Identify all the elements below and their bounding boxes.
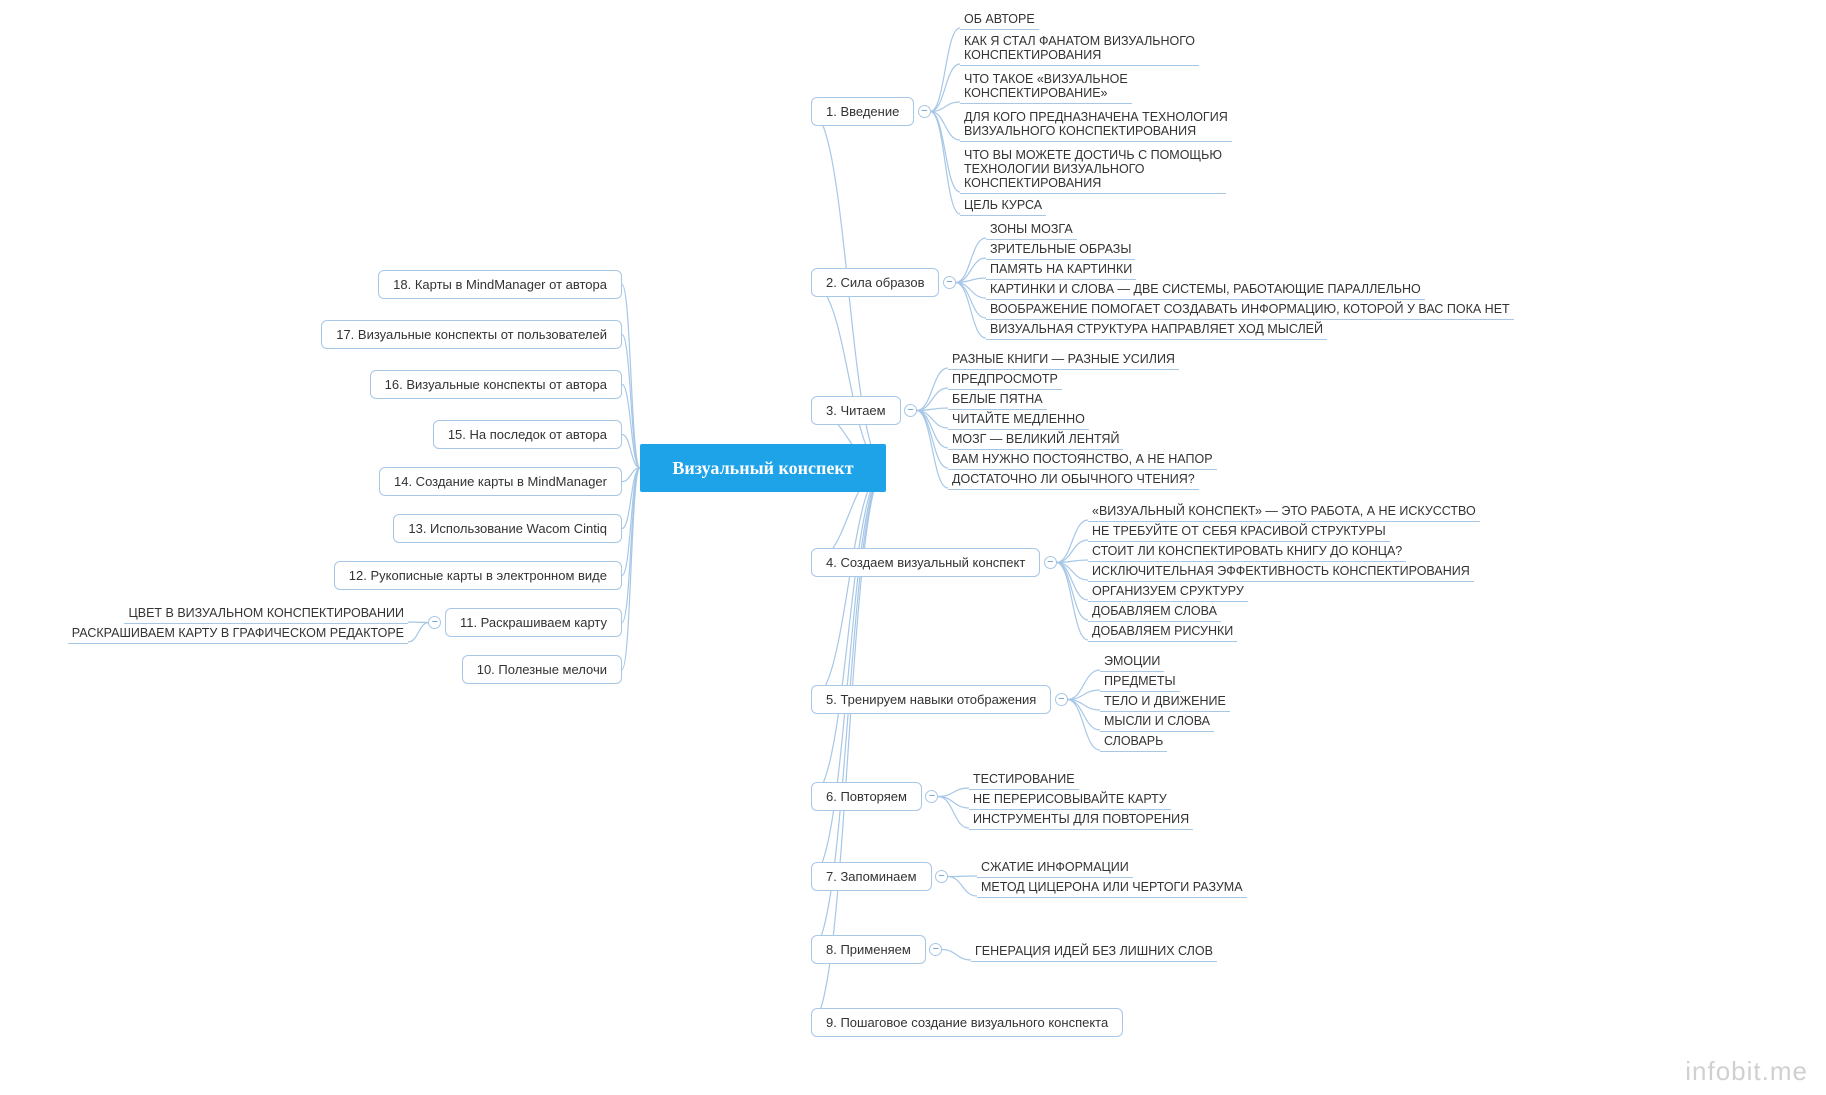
leaf-node: РАЗНЫЕ КНИГИ — РАЗНЫЕ УСИЛИЯ — [948, 350, 1179, 370]
watermark: infobit.me — [1685, 1056, 1808, 1087]
leaf-node: ПАМЯТЬ НА КАРТИНКИ — [986, 260, 1136, 280]
leaf-node: ЗОНЫ МОЗГА — [986, 220, 1077, 240]
leaf-node: МЕТОД ЦИЦЕРОНА ИЛИ ЧЕРТОГИ РАЗУМА — [977, 878, 1247, 898]
leaf-node: КАК Я СТАЛ ФАНАТОМ ВИЗУАЛЬНОГОКОНСПЕКТИР… — [960, 32, 1199, 66]
leaf-node: МЫСЛИ И СЛОВА — [1100, 712, 1214, 732]
collapse-toggle[interactable]: − — [918, 105, 931, 118]
leaf-node: НЕ ТРЕБУЙТЕ ОТ СЕБЯ КРАСИВОЙ СТРУКТУРЫ — [1088, 522, 1390, 542]
leaf-node: ВООБРАЖЕНИЕ ПОМОГАЕТ СОЗДАВАТЬ ИНФОРМАЦИ… — [986, 300, 1514, 320]
leaf-node: ПРЕДМЕТЫ — [1100, 672, 1180, 692]
collapse-toggle[interactable]: − — [929, 943, 942, 956]
leaf-node: ВАМ НУЖНО ПОСТОЯНСТВО, А НЕ НАПОР — [948, 450, 1217, 470]
leaf-node: ЭМОЦИИ — [1100, 652, 1164, 672]
leaf-node: ДЛЯ КОГО ПРЕДНАЗНАЧЕНА ТЕХНОЛОГИЯВИЗУАЛЬ… — [960, 108, 1232, 142]
leaf-node: КАРТИНКИ И СЛОВА — ДВЕ СИСТЕМЫ, РАБОТАЮЩ… — [986, 280, 1425, 300]
leaf-node: ТЕСТИРОВАНИЕ — [969, 770, 1079, 790]
leaf-node: ВИЗУАЛЬНАЯ СТРУКТУРА НАПРАВЛЯЕТ ХОД МЫСЛ… — [986, 320, 1327, 340]
leaf-node: СТОИТ ЛИ КОНСПЕКТИРОВАТЬ КНИГУ ДО КОНЦА? — [1088, 542, 1406, 562]
branch-node: 18. Карты в MindManager от автора — [378, 270, 622, 299]
leaf-node: ИСКЛЮЧИТЕЛЬНАЯ ЭФФЕКТИВНОСТЬ КОНСПЕКТИРО… — [1088, 562, 1474, 582]
leaf-node: ЧТО ВЫ МОЖЕТЕ ДОСТИЧЬ С ПОМОЩЬЮТЕХНОЛОГИ… — [960, 146, 1226, 194]
leaf-node: ДОБАВЛЯЕМ СЛОВА — [1088, 602, 1221, 622]
branch-node: 17. Визуальные конспекты от пользователе… — [321, 320, 622, 349]
leaf-node: ЗРИТЕЛЬНЫЕ ОБРАЗЫ — [986, 240, 1135, 260]
leaf-node: ЦЕЛЬ КУРСА — [960, 196, 1046, 216]
leaf-node: ТЕЛО И ДВИЖЕНИЕ — [1100, 692, 1230, 712]
leaf-node: НЕ ПЕРЕРИСОВЫВАЙТЕ КАРТУ — [969, 790, 1171, 810]
collapse-toggle[interactable]: − — [1044, 556, 1057, 569]
leaf-node: ЧИТАЙТЕ МЕДЛЕННО — [948, 410, 1089, 430]
branch-node: 5. Тренируем навыки отображения — [811, 685, 1051, 714]
leaf-node: ОРГАНИЗУЕМ СРУКТУРУ — [1088, 582, 1248, 602]
collapse-toggle[interactable]: − — [943, 276, 956, 289]
branch-node: 6. Повторяем — [811, 782, 922, 811]
leaf-node: ДОБАВЛЯЕМ РИСУНКИ — [1088, 622, 1237, 642]
branch-node: 10. Полезные мелочи — [462, 655, 622, 684]
branch-node: 13. Использование Wacom Cintiq — [393, 514, 622, 543]
collapse-toggle[interactable]: − — [935, 870, 948, 883]
root-node: Визуальный конспект — [640, 444, 886, 492]
leaf-node: СЖАТИЕ ИНФОРМАЦИИ — [977, 858, 1133, 878]
leaf-node: ИНСТРУМЕНТЫ ДЛЯ ПОВТОРЕНИЯ — [969, 810, 1193, 830]
branch-node: 3. Читаем — [811, 396, 901, 425]
branch-node: 12. Рукописные карты в электронном виде — [334, 561, 622, 590]
leaf-node: ГЕНЕРАЦИЯ ИДЕЙ БЕЗ ЛИШНИХ СЛОВ — [971, 942, 1217, 962]
leaf-node: РАСКРАШИВАЕМ КАРТУ В ГРАФИЧЕСКОМ РЕДАКТО… — [68, 624, 408, 644]
branch-node: 16. Визуальные конспекты от автора — [370, 370, 622, 399]
leaf-node: БЕЛЫЕ ПЯТНА — [948, 390, 1047, 410]
leaf-node: СЛОВАРЬ — [1100, 732, 1167, 752]
leaf-node: «ВИЗУАЛЬНЫЙ КОНСПЕКТ» — ЭТО РАБОТА, А НЕ… — [1088, 502, 1480, 522]
branch-node: 1. Введение — [811, 97, 914, 126]
branch-node: 14. Создание карты в MindManager — [379, 467, 622, 496]
branch-node: 9. Пошаговое создание визуального конспе… — [811, 1008, 1123, 1037]
leaf-node: ЦВЕТ В ВИЗУАЛЬНОМ КОНСПЕКТИРОВАНИИ — [124, 604, 408, 624]
branch-node: 7. Запоминаем — [811, 862, 932, 891]
collapse-toggle[interactable]: − — [904, 404, 917, 417]
leaf-node: ОБ АВТОРЕ — [960, 10, 1039, 30]
collapse-toggle[interactable]: − — [1055, 693, 1068, 706]
branch-node: 8. Применяем — [811, 935, 926, 964]
branch-node: 15. На последок от автора — [433, 420, 622, 449]
leaf-node: МОЗГ — ВЕЛИКИЙ ЛЕНТЯЙ — [948, 430, 1123, 450]
branch-node: 11. Раскрашиваем карту — [445, 608, 622, 637]
branch-node: 2. Сила образов — [811, 268, 939, 297]
leaf-node: ДОСТАТОЧНО ЛИ ОБЫЧНОГО ЧТЕНИЯ? — [948, 470, 1199, 490]
leaf-node: ПРЕДПРОСМОТР — [948, 370, 1062, 390]
collapse-toggle[interactable]: − — [428, 616, 441, 629]
collapse-toggle[interactable]: − — [925, 790, 938, 803]
branch-node: 4. Создаем визуальный конспект — [811, 548, 1040, 577]
leaf-node: ЧТО ТАКОЕ «ВИЗУАЛЬНОЕКОНСПЕКТИРОВАНИЕ» — [960, 70, 1132, 104]
